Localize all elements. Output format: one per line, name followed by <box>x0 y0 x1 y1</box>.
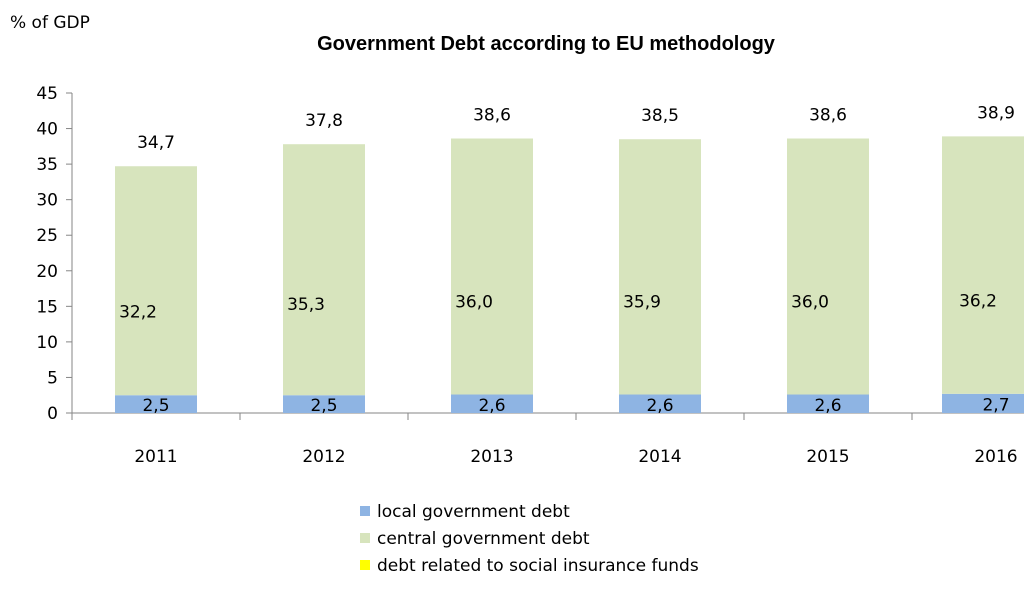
legend-swatch <box>360 533 370 543</box>
bar-segment-local <box>787 394 869 413</box>
x-tick-label: 2012 <box>302 447 345 467</box>
data-label-local: 2,6 <box>814 396 841 416</box>
legend-swatch <box>360 506 370 516</box>
data-label-central: 36,0 <box>791 292 829 312</box>
bar-segment-local <box>115 395 197 413</box>
y-tick-label: 30 <box>36 191 58 211</box>
y-tick-label: 15 <box>36 297 58 317</box>
data-label-central: 32,2 <box>119 302 157 322</box>
y-tick-label: 25 <box>36 226 58 246</box>
data-label-total: 34,7 <box>137 133 175 153</box>
data-label-total: 37,8 <box>305 111 343 131</box>
chart-title: Government Debt according to EU methodol… <box>317 33 776 55</box>
data-label-total: 38,9 <box>977 103 1015 123</box>
data-label-local: 2,5 <box>142 396 169 416</box>
legend-label: debt related to social insurance funds <box>377 556 699 576</box>
bar-segment-local <box>451 394 533 413</box>
data-label-central: 36,0 <box>455 292 493 312</box>
data-label-central: 35,9 <box>623 293 661 313</box>
bar-segment-central <box>451 138 533 395</box>
x-tick-label: 2013 <box>470 447 513 467</box>
bar-segment-central <box>115 166 197 396</box>
y-tick-label: 20 <box>36 262 58 282</box>
y-tick-label: 10 <box>36 333 58 353</box>
y-tick-label: 40 <box>36 120 58 140</box>
data-label-total: 38,5 <box>641 106 679 126</box>
data-label-total: 38,6 <box>809 106 847 126</box>
data-label-local: 2,5 <box>310 396 337 416</box>
x-tick-label: 2015 <box>806 447 849 467</box>
bar-segment-central <box>942 136 1024 394</box>
y-tick-label: 0 <box>47 404 58 424</box>
data-label-local: 2,6 <box>646 396 673 416</box>
x-tick-label: 2011 <box>134 447 177 467</box>
x-tick-label: 2016 <box>974 447 1017 467</box>
legend-label: local government debt <box>377 502 570 522</box>
data-label-total: 38,6 <box>473 106 511 126</box>
y-tick-label: 45 <box>36 84 58 104</box>
data-label-local: 2,7 <box>982 395 1009 415</box>
legend-label: central government debt <box>377 529 590 549</box>
legend-swatch <box>360 560 370 570</box>
bar-segment-local <box>942 393 1024 413</box>
y-tick-label: 5 <box>47 368 58 388</box>
x-tick-label: 2014 <box>638 447 681 467</box>
bar-segment-central <box>619 139 701 395</box>
bar-segment-local <box>619 394 701 413</box>
y-tick-label: 35 <box>36 155 58 175</box>
bar-segment-local <box>283 395 365 413</box>
legend: local government debt central government … <box>360 502 699 576</box>
data-label-central: 35,3 <box>287 295 325 315</box>
data-label-local: 2,6 <box>478 396 505 416</box>
y-axis-unit-label: % of GDP <box>10 13 90 33</box>
plot-area: 0 5 10 15 20 25 30 35 40 45 2011 2012 2013 2014 2015 20… <box>36 84 1024 467</box>
data-label-central: 36,2 <box>959 291 997 311</box>
bar-segment-central <box>283 144 365 396</box>
bar-segment-central <box>787 138 869 395</box>
